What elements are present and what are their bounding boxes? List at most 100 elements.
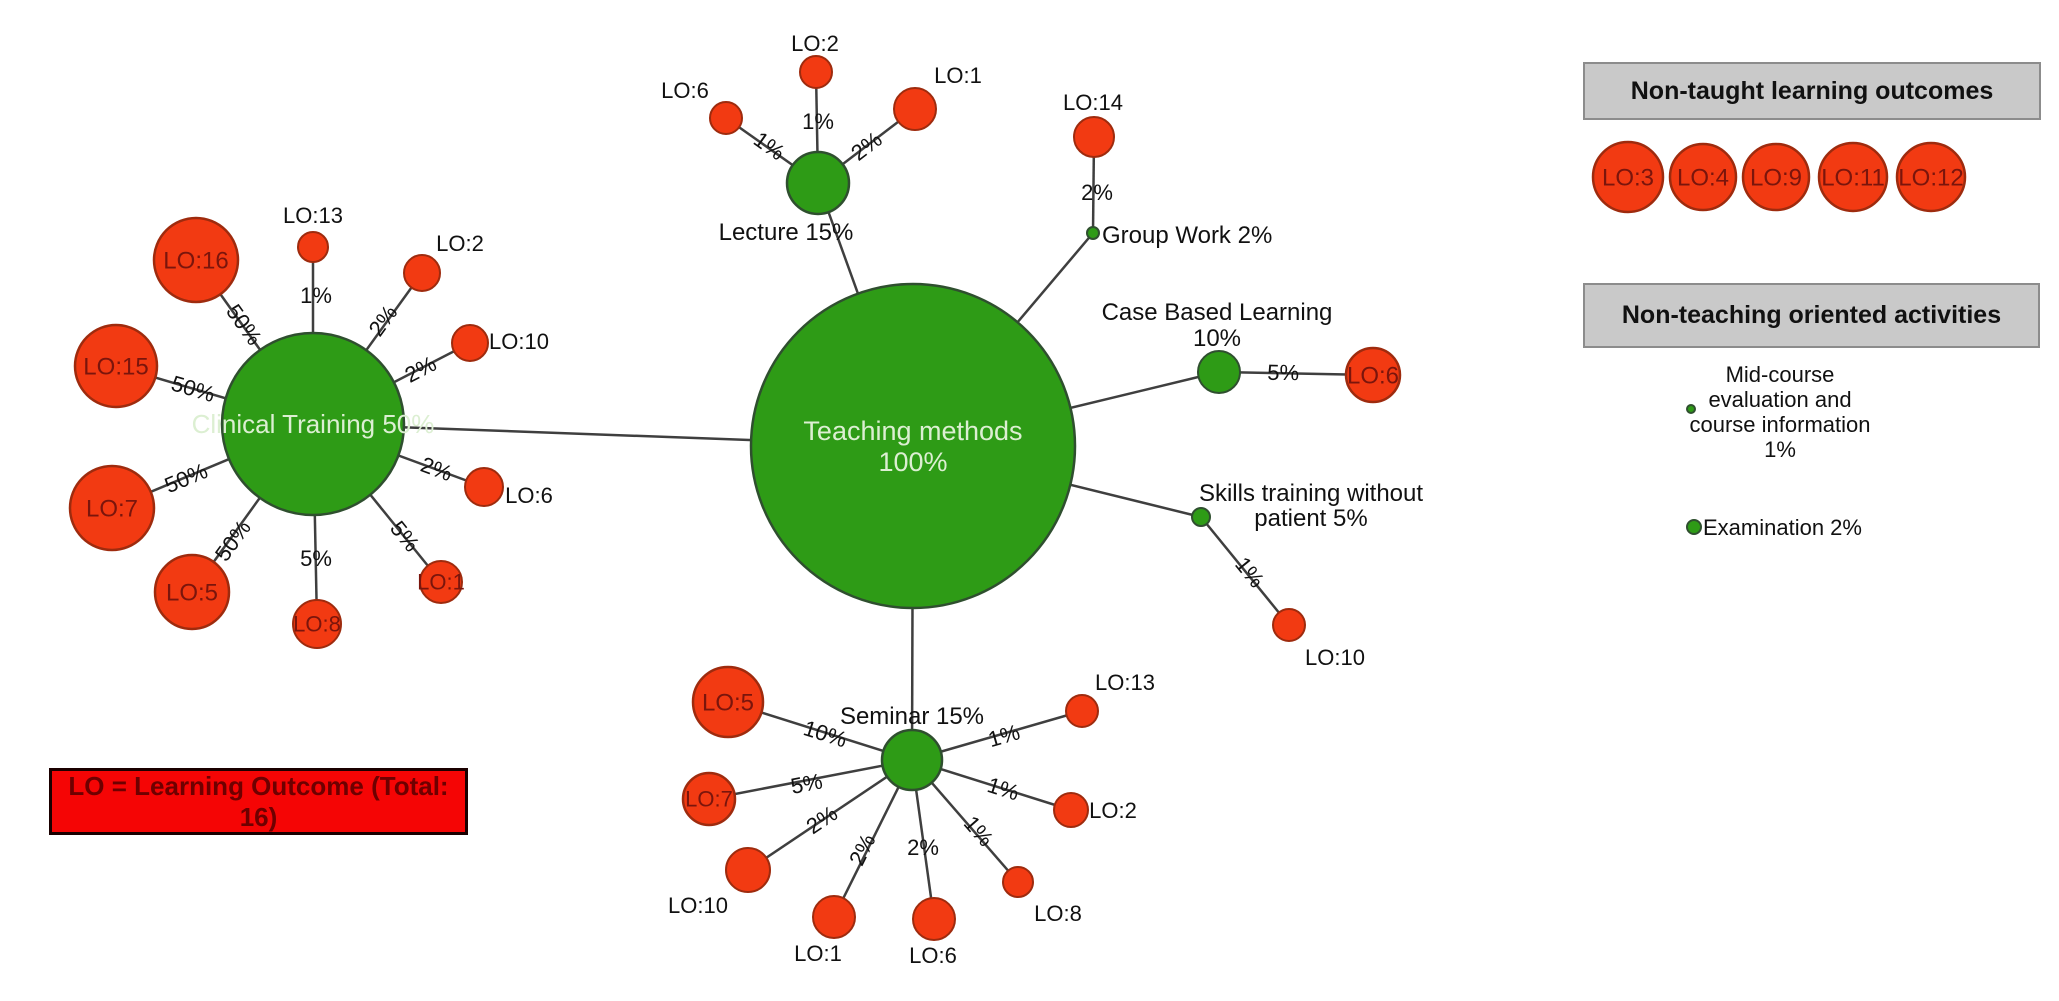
node-label-cli-lo16: LO:16 — [163, 247, 228, 274]
edge-label-clinical-cli-lo10: 2% — [401, 351, 441, 388]
node-label-skills: patient 5% — [1254, 505, 1367, 532]
node-label-cli-lo6: LO:6 — [505, 483, 553, 508]
node-sem-lo5 — [691, 665, 765, 739]
node-cli-lo16 — [152, 216, 240, 304]
edge-label-seminar-sem-lo7: 5% — [789, 768, 825, 799]
node-label-sem-lo5: LO:5 — [702, 689, 754, 716]
node-label-cli-lo15: LO:15 — [83, 353, 148, 380]
node-sem-lo13 — [1065, 694, 1099, 728]
edge-label-lecture-lec-lo2: 1% — [802, 109, 834, 134]
node-cli-lo15 — [73, 323, 159, 409]
node-label-cli-lo8: LO:8 — [293, 612, 341, 637]
node-nt-lo9 — [1741, 142, 1811, 212]
node-label-sem-lo6: LO:6 — [909, 943, 957, 968]
node-groupwork — [1086, 226, 1100, 240]
node-nt-lo3 — [1591, 140, 1665, 214]
node-skl-lo10 — [1272, 608, 1306, 642]
node-label-teaching: Teaching methods — [803, 416, 1022, 446]
node-label-groupwork: Group Work 2% — [1102, 222, 1272, 249]
node-teaching — [749, 282, 1077, 610]
node-cli-lo5 — [153, 553, 231, 631]
node-cli-lo1 — [419, 560, 463, 604]
node-cli-lo13 — [297, 231, 329, 263]
node-label-sem-lo10: LO:10 — [668, 893, 728, 918]
legend-box: LO = Learning Outcome (Total: 16) — [49, 768, 468, 835]
node-label-case: Case Based Learning — [1102, 299, 1333, 326]
node-skills — [1191, 507, 1211, 527]
edge-label-groupwork-grp-lo14: 2% — [1081, 180, 1113, 205]
node-label-teaching: 100% — [878, 447, 947, 477]
node-label-sem-lo8: LO:8 — [1034, 901, 1082, 926]
node-sem-lo10 — [725, 847, 771, 893]
node-lec-lo1 — [893, 87, 937, 131]
node-label-sem-lo1: LO:1 — [794, 941, 842, 966]
edge-label-clinical-cli-lo7: 50% — [161, 458, 211, 498]
node-label-skills: Skills training without — [1199, 480, 1423, 507]
node-grp-lo14 — [1073, 116, 1115, 158]
node-exam — [1686, 519, 1702, 535]
node-label-sem-lo13: LO:13 — [1095, 670, 1155, 695]
edge-label-case-case-lo6: 5% — [1267, 360, 1299, 386]
node-lecture — [785, 150, 851, 216]
node-label-midcourse: Mid-course — [1726, 362, 1835, 387]
node-label-sem-lo7: LO:7 — [685, 787, 733, 812]
node-label-clinical: Clinical Training 50% — [192, 409, 435, 439]
node-cli-lo2 — [403, 254, 441, 292]
node-label-sem-lo2: LO:2 — [1089, 798, 1137, 823]
panel-header-non-teaching: Non-teaching oriented activities — [1583, 283, 2040, 348]
node-label-lec-lo2: LO:2 — [791, 31, 839, 56]
node-label-lecture: Lecture 15% — [719, 219, 854, 246]
node-sem-lo7 — [681, 771, 737, 827]
edge-label-seminar-sem-lo6: 2% — [907, 835, 939, 860]
legend-label: LO = Learning Outcome (Total: 16) — [68, 770, 449, 832]
panel-header-non-teaching-label: Non-teaching oriented activities — [1621, 301, 2002, 329]
node-label-nt-lo9: LO:9 — [1750, 164, 1802, 191]
node-label-midcourse: course information — [1690, 412, 1871, 437]
node-label-skl-lo10: LO:10 — [1305, 645, 1365, 670]
node-sem-lo8 — [1002, 866, 1034, 898]
node-sem-lo2 — [1053, 792, 1089, 828]
edge-label-seminar-sem-lo10: 2% — [802, 801, 842, 839]
node-label-lec-lo6: LO:6 — [661, 78, 709, 103]
node-case — [1197, 350, 1241, 394]
panel-header-non-taught-label: Non-taught learning outcomes — [1630, 76, 1994, 105]
node-sem-lo6 — [912, 897, 956, 941]
node-sem-lo1 — [812, 895, 856, 939]
node-label-cli-lo7: LO:7 — [86, 495, 138, 522]
node-label-cli-lo2: LO:2 — [436, 231, 484, 256]
node-seminar — [880, 728, 944, 792]
node-label-case-lo6: LO:6 — [1347, 362, 1399, 389]
node-cli-lo8 — [292, 599, 342, 649]
node-clinical — [220, 331, 406, 517]
node-label-nt-lo11: LO:11 — [1821, 164, 1885, 191]
node-nt-lo4 — [1668, 142, 1738, 212]
node-label-cli-lo13: LO:13 — [283, 203, 343, 228]
node-nt-lo12 — [1895, 141, 1967, 213]
node-label-cli-lo10: LO:10 — [489, 329, 549, 354]
node-case-lo6 — [1344, 346, 1402, 404]
node-label-grp-lo14: LO:14 — [1063, 90, 1123, 115]
edge-seminar-sem-lo10 — [747, 758, 913, 872]
edge-seminar-sem-lo7 — [708, 758, 913, 801]
node-lec-lo6 — [709, 101, 743, 135]
node-label-exam: Examination 2% — [1703, 515, 1862, 540]
node-cli-lo7 — [68, 464, 156, 552]
node-cli-lo6 — [464, 467, 504, 507]
edge-label-seminar-sem-lo8: 1% — [959, 811, 999, 851]
edge-label-clinical-cli-lo8: 5% — [300, 546, 332, 571]
edge-label-clinical-cli-lo6: 2% — [417, 452, 455, 486]
edge-label-seminar-sem-lo13: 1% — [985, 719, 1022, 752]
node-nt-lo11 — [1817, 141, 1889, 213]
node-label-cli-lo5: LO:5 — [166, 579, 218, 606]
edge-label-lecture-lec-lo1: 2% — [846, 126, 886, 165]
node-label-lec-lo1: LO:1 — [934, 63, 982, 88]
edge-skills-skl-lo10 — [1200, 516, 1290, 626]
node-label-nt-lo12: LO:12 — [1898, 164, 1963, 191]
node-label-midcourse: 1% — [1764, 437, 1796, 462]
node-label-case: 10% — [1193, 325, 1241, 352]
node-label-cli-lo1: LO:1 — [417, 570, 465, 595]
edge-label-clinical-cli-lo13: 1% — [300, 283, 332, 308]
node-lec-lo2 — [799, 55, 833, 89]
node-cli-lo10 — [451, 324, 489, 362]
